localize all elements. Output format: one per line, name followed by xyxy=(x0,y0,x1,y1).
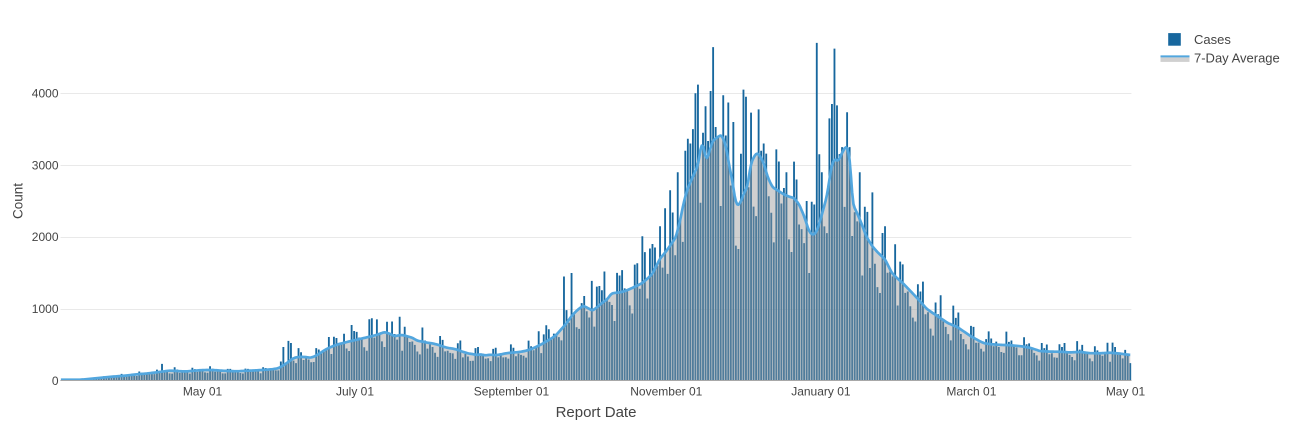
svg-text:May 01: May 01 xyxy=(1106,385,1146,399)
svg-text:4000: 4000 xyxy=(32,86,59,100)
svg-text:1000: 1000 xyxy=(32,302,59,316)
svg-text:Count: Count xyxy=(11,183,26,219)
svg-text:3000: 3000 xyxy=(32,158,59,172)
svg-text:Cases: Cases xyxy=(1194,32,1231,47)
svg-text:September 01: September 01 xyxy=(474,385,550,399)
svg-text:July 01: July 01 xyxy=(336,385,374,399)
svg-text:May 01: May 01 xyxy=(183,385,223,399)
svg-text:Report Date: Report Date xyxy=(556,404,637,421)
svg-text:7-Day Average: 7-Day Average xyxy=(1194,51,1280,66)
svg-text:January 01: January 01 xyxy=(791,385,851,399)
svg-text:2000: 2000 xyxy=(32,230,59,244)
svg-text:0: 0 xyxy=(52,374,59,388)
svg-text:November 01: November 01 xyxy=(630,385,702,399)
svg-text:March 01: March 01 xyxy=(946,385,996,399)
